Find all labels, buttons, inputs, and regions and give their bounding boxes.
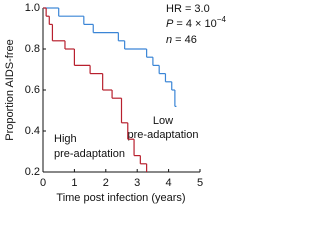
x-tick-label: 5 (197, 177, 203, 189)
x-tick-label: 2 (103, 177, 109, 189)
series-label: High (54, 133, 77, 145)
y-tick-label: 1.0 (25, 2, 40, 14)
x-tick-label: 1 (71, 177, 77, 189)
p-text: = 4 × 10 (173, 18, 216, 30)
x-tick-label: 0 (40, 177, 46, 189)
series-label: pre-adaptation (128, 129, 199, 141)
y-tick-label: 0.4 (25, 125, 40, 137)
chart: Proportion AIDS-free Time post infection… (4, 2, 227, 204)
series-label: pre-adaptation (54, 148, 125, 160)
p-exponent: −4 (217, 15, 227, 24)
p-symbol: P (166, 18, 174, 30)
annotation-n: n = 46 (166, 34, 197, 46)
n-text: = 46 (172, 34, 197, 46)
n-symbol: n (166, 34, 172, 46)
x-tick-label: 4 (166, 177, 172, 189)
y-tick-label: 0.6 (25, 84, 40, 96)
annotation-p: P = 4 × 10−4 (166, 15, 226, 30)
x-tick-label: 3 (134, 177, 140, 189)
y-tick-label: 0.2 (25, 166, 40, 178)
series-label: Low (153, 115, 173, 127)
annotation-hr: HR = 3.0 (166, 3, 210, 15)
x-axis-label: Time post infection (years) (56, 192, 185, 204)
y-tick-label: 0.8 (25, 43, 40, 55)
y-axis-label: Proportion AIDS-free (4, 39, 16, 141)
